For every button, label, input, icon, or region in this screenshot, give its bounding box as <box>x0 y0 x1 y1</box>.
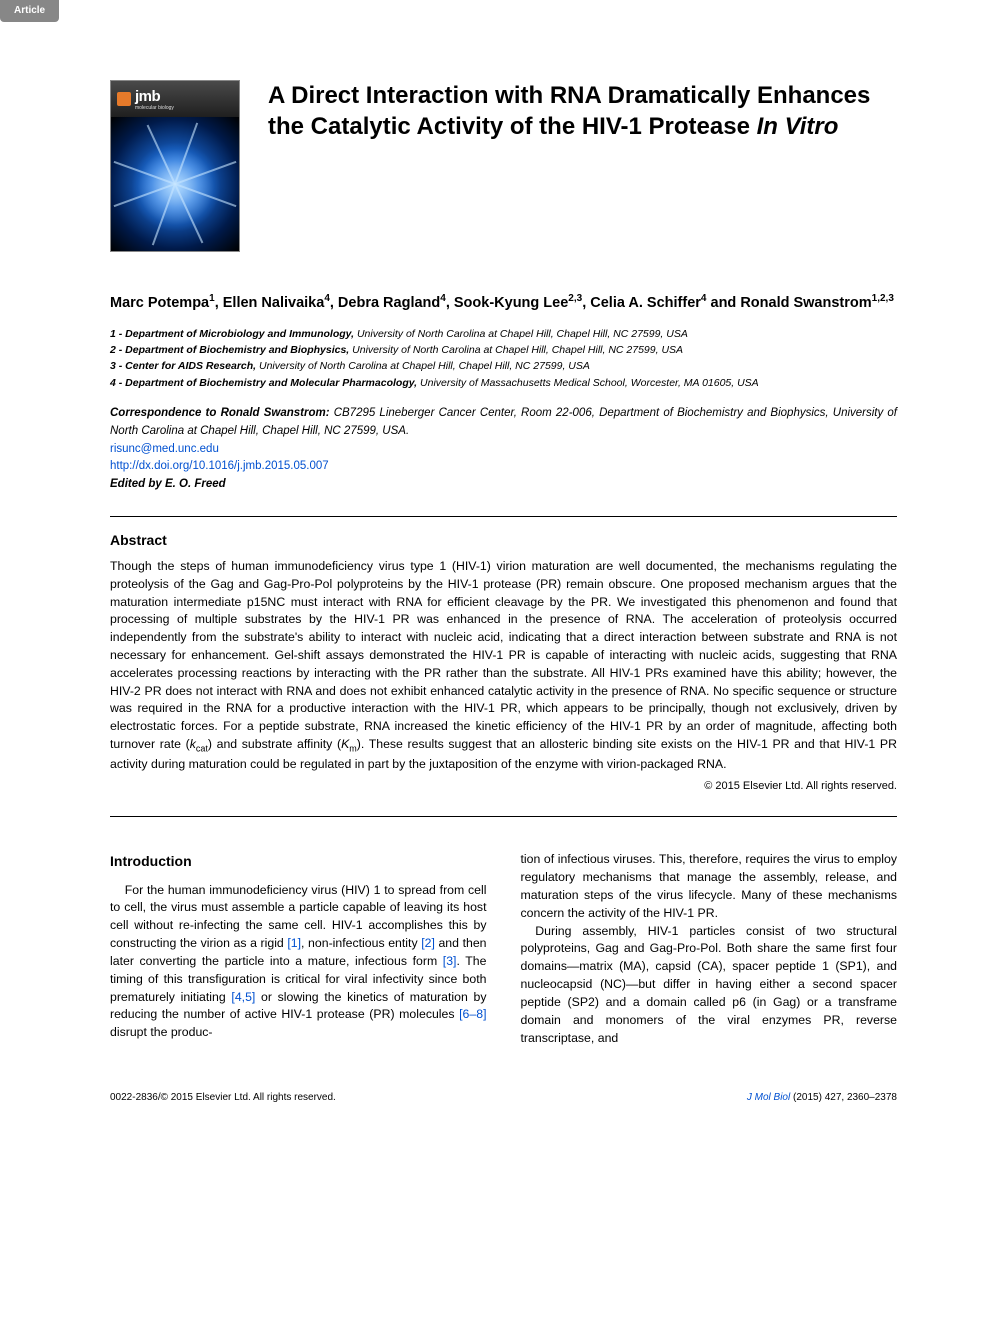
affiliation-line: 4 - Department of Biochemistry and Molec… <box>110 375 897 391</box>
journal-abbr: jmb <box>135 88 160 105</box>
column-left: Introduction For the human immunodeficie… <box>110 851 487 1047</box>
intro-para-1-cont: tion of infectious viruses. This, theref… <box>521 851 898 922</box>
affiliation-line: 1 - Department of Microbiology and Immun… <box>110 326 897 342</box>
title-italic: In Vitro <box>757 113 839 140</box>
footer-citation: J Mol Biol (2015) 427, 2360–2378 <box>747 1091 897 1105</box>
affiliation-line: 3 - Center for AIDS Research, University… <box>110 358 897 374</box>
divider-top <box>110 516 897 517</box>
footer-journal: J Mol Biol <box>747 1092 790 1103</box>
correspondence-block: Correspondence to Ronald Swanstrom: CB72… <box>110 405 897 494</box>
journal-subtitle: molecular biology <box>135 105 174 112</box>
introduction-heading: Introduction <box>110 851 487 871</box>
journal-logo-bar: jmb molecular biology <box>111 81 239 117</box>
intro-para-1: For the human immunodeficiency virus (HI… <box>110 882 487 1042</box>
column-right: tion of infectious viruses. This, theref… <box>521 851 898 1047</box>
body-columns: Introduction For the human immunodeficie… <box>110 851 897 1047</box>
abstract-heading: Abstract <box>110 531 897 550</box>
article-title: A Direct Interaction with RNA Dramatical… <box>268 80 897 252</box>
affiliations: 1 - Department of Microbiology and Immun… <box>110 326 897 391</box>
abstract-body: Though the steps of human immunodeficien… <box>110 558 897 774</box>
author-list: Marc Potempa1, Ellen Nalivaika4, Debra R… <box>110 292 897 314</box>
doi-link[interactable]: http://dx.doi.org/10.1016/j.jmb.2015.05.… <box>110 460 329 472</box>
page: jmb molecular biology A Direct Interacti… <box>0 0 992 1155</box>
correspondence-label: Correspondence to Ronald Swanstrom: <box>110 407 330 419</box>
journal-cover: jmb molecular biology <box>110 80 240 252</box>
correspondence-email[interactable]: risunc@med.unc.edu <box>110 443 219 455</box>
elsevier-tree-icon <box>117 92 131 106</box>
divider-bottom <box>110 816 897 817</box>
page-footer: 0022-2836/© 2015 Elsevier Ltd. All right… <box>110 1091 897 1105</box>
edited-by: Edited by E. O. Freed <box>110 478 226 490</box>
affiliation-line: 2 - Department of Biochemistry and Bioph… <box>110 342 897 358</box>
intro-para-2: During assembly, HIV-1 particles consist… <box>521 923 898 1048</box>
journal-cover-art <box>111 117 239 251</box>
footer-copyright: 0022-2836/© 2015 Elsevier Ltd. All right… <box>110 1091 336 1105</box>
header-row: jmb molecular biology A Direct Interacti… <box>110 80 897 252</box>
abstract-copyright: © 2015 Elsevier Ltd. All rights reserved… <box>110 779 897 794</box>
footer-pages: (2015) 427, 2360–2378 <box>790 1092 897 1103</box>
journal-logo-text: jmb molecular biology <box>135 86 174 112</box>
